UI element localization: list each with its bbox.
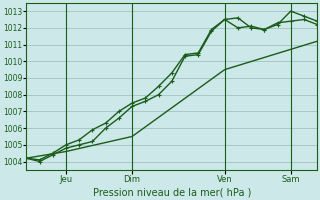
X-axis label: Pression niveau de la mer( hPa ): Pression niveau de la mer( hPa )	[92, 187, 251, 197]
